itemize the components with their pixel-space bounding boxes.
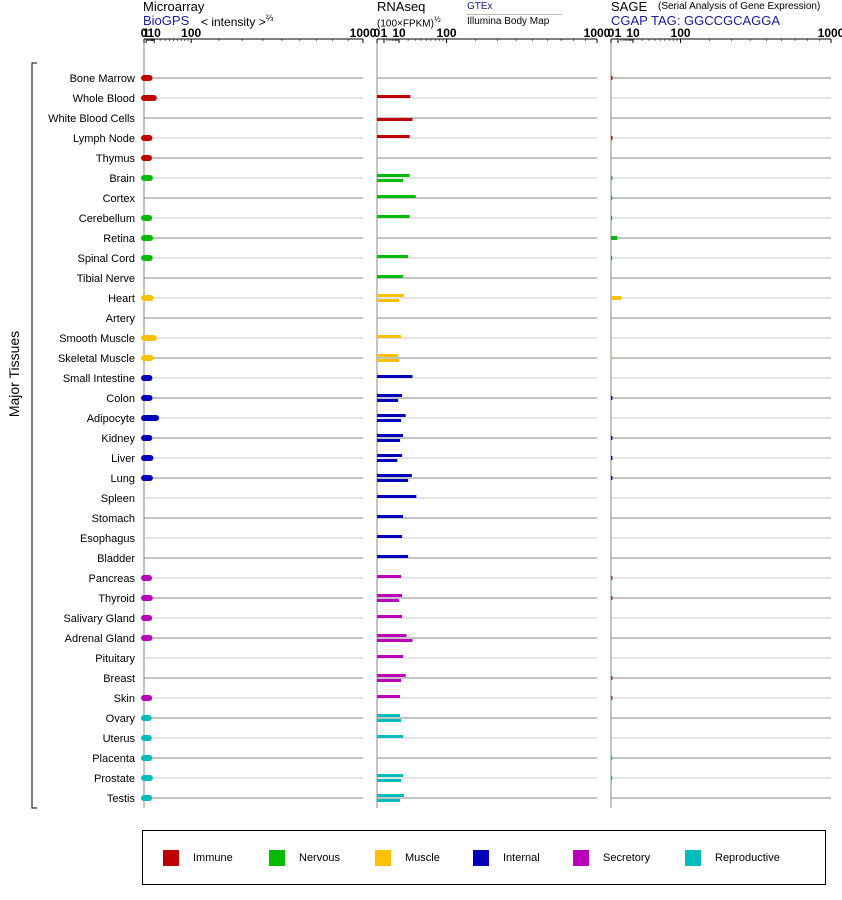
tissue-label-kidney: Kidney bbox=[101, 433, 135, 445]
legend-item-secretory: Secretory bbox=[573, 850, 650, 866]
sage-tag: CGAP TAG: GGCCGCAGGA bbox=[611, 13, 781, 28]
legend-item-reproductive: Reproductive bbox=[685, 850, 780, 866]
tick-label-sage-1000: 1000 bbox=[818, 26, 842, 40]
legend-swatch-internal bbox=[473, 850, 489, 866]
rnaseq-title: RNAseq bbox=[377, 0, 426, 14]
rnaseq-source-illumina: Illumina Body Map bbox=[467, 16, 550, 27]
tissue-label-cerebellum: Cerebellum bbox=[79, 213, 135, 225]
tissue-label-bone-marrow: Bone Marrow bbox=[70, 73, 135, 85]
tissue-label-heart: Heart bbox=[108, 293, 135, 305]
tick-label-microarray-0: 0 bbox=[141, 26, 148, 40]
tissue-labels-layer: Bone Marrow Whole Blood White Blood Cells L… bbox=[48, 73, 136, 805]
tissue-label-skeletal-muscle: Skeletal Muscle bbox=[58, 353, 135, 365]
tissue-label-prostate: Prostate bbox=[94, 773, 135, 785]
legend-label-nervous: Nervous bbox=[299, 852, 340, 864]
legend-label-internal: Internal bbox=[503, 852, 540, 864]
tissue-label-white-blood-cells: White Blood Cells bbox=[48, 113, 135, 125]
tissue-label-placenta: Placenta bbox=[92, 753, 136, 765]
legend-swatch-nervous bbox=[269, 850, 285, 866]
tissue-label-uterus: Uterus bbox=[103, 733, 136, 745]
tick-label-rnaseq-1000: 1000 bbox=[584, 26, 611, 40]
tissue-label-stomach: Stomach bbox=[92, 513, 135, 525]
tissue-label-spinal-cord: Spinal Cord bbox=[78, 253, 135, 265]
tissue-label-pancreas: Pancreas bbox=[89, 573, 136, 585]
legend-item-nervous: Nervous bbox=[269, 850, 340, 866]
tick-label-sage-1: 1 bbox=[615, 26, 622, 40]
legend-label-immune: Immune bbox=[193, 852, 233, 864]
legend-label-muscle: Muscle bbox=[405, 852, 440, 864]
legend-label-secretory: Secretory bbox=[603, 852, 651, 864]
rnaseq-source-gtex: GTEx bbox=[467, 1, 493, 12]
grid-layer bbox=[144, 77, 831, 799]
tick-label-rnaseq-10: 10 bbox=[392, 26, 406, 40]
tissue-label-testis: Testis bbox=[107, 793, 136, 805]
y-axis-label: Major Tissues bbox=[6, 331, 22, 417]
tissue-label-adipocyte: Adipocyte bbox=[87, 413, 135, 425]
tissue-label-thyroid: Thyroid bbox=[98, 593, 135, 605]
tissue-label-spleen: Spleen bbox=[101, 493, 135, 505]
tissue-label-esophagus: Esophagus bbox=[80, 533, 136, 545]
tissue-label-small-intestine: Small Intestine bbox=[63, 373, 135, 385]
tick-label-sage-10: 10 bbox=[626, 26, 640, 40]
tissue-label-ovary: Ovary bbox=[106, 713, 136, 725]
sage-subtitle: (Serial Analysis of Gene Expression) bbox=[658, 1, 821, 12]
tissue-label-salivary-gland: Salivary Gland bbox=[63, 613, 135, 625]
tissue-label-tibial-nerve: Tibial Nerve bbox=[77, 273, 135, 285]
tissue-label-thymus: Thymus bbox=[96, 153, 136, 165]
legend-swatch-immune bbox=[163, 850, 179, 866]
bars-layer bbox=[141, 75, 622, 802]
tick-label-sage-0: 0 bbox=[608, 26, 615, 40]
tick-label-microarray-100: 100 bbox=[181, 26, 201, 40]
tissue-label-artery: Artery bbox=[106, 313, 136, 325]
tick-label-microarray-1: 1 bbox=[143, 26, 150, 40]
tick-label-microarray-10: 10 bbox=[147, 26, 161, 40]
tick-label-rnaseq-0: 0 bbox=[374, 26, 381, 40]
legend: Immune Nervous Muscle Internal Secretory… bbox=[142, 830, 826, 885]
rnaseq-unit-text: (100×FPKM) bbox=[377, 18, 434, 30]
sage-title: SAGE bbox=[611, 0, 648, 14]
microarray-unit-exponent: ⅔ bbox=[265, 13, 274, 23]
legend-swatch-muscle bbox=[375, 850, 391, 866]
tissue-label-pituitary: Pituitary bbox=[95, 653, 135, 665]
tissue-label-lung: Lung bbox=[111, 473, 135, 485]
tick-label-sage-100: 100 bbox=[671, 26, 691, 40]
rnaseq-unit-exponent: ½ bbox=[433, 15, 441, 24]
tissue-label-skin: Skin bbox=[114, 693, 135, 705]
microarray-title: Microarray bbox=[143, 0, 205, 14]
tissue-label-adrenal-gland: Adrenal Gland bbox=[65, 633, 135, 645]
tick-label-rnaseq-100: 100 bbox=[437, 26, 457, 40]
legend-label-reproductive: Reproductive bbox=[715, 852, 780, 864]
tissue-label-bladder: Bladder bbox=[97, 553, 135, 565]
microarray-source: BioGPS bbox=[143, 13, 190, 28]
legend-item-internal: Internal bbox=[473, 850, 540, 866]
microarray-unit-text: < intensity > bbox=[201, 15, 266, 29]
legend-item-muscle: Muscle bbox=[375, 850, 440, 866]
tissue-label-cortex: Cortex bbox=[103, 193, 136, 205]
legend-item-immune: Immune bbox=[163, 850, 233, 866]
tissue-label-smooth-muscle: Smooth Muscle bbox=[59, 333, 135, 345]
tissue-label-retina: Retina bbox=[103, 233, 136, 245]
tissue-label-colon: Colon bbox=[106, 393, 135, 405]
rnaseq-source-divider bbox=[467, 14, 562, 15]
rnaseq-unit: (100×FPKM)½ bbox=[377, 15, 441, 29]
tissue-label-whole-blood: Whole Blood bbox=[73, 93, 135, 105]
bracket-layer bbox=[31, 62, 37, 809]
legend-swatch-reproductive bbox=[685, 850, 701, 866]
microarray-unit: < intensity >⅔ bbox=[201, 13, 273, 29]
tissue-label-lymph-node: Lymph Node bbox=[73, 133, 135, 145]
legend-swatch-secretory bbox=[573, 850, 589, 866]
tissue-label-breast: Breast bbox=[103, 673, 135, 685]
tissue-label-liver: Liver bbox=[111, 453, 135, 465]
tick-label-microarray-1000: 1000 bbox=[350, 26, 377, 40]
tick-label-rnaseq-1: 1 bbox=[381, 26, 388, 40]
tissue-bracket bbox=[31, 62, 37, 809]
tissue-label-brain: Brain bbox=[109, 173, 135, 185]
